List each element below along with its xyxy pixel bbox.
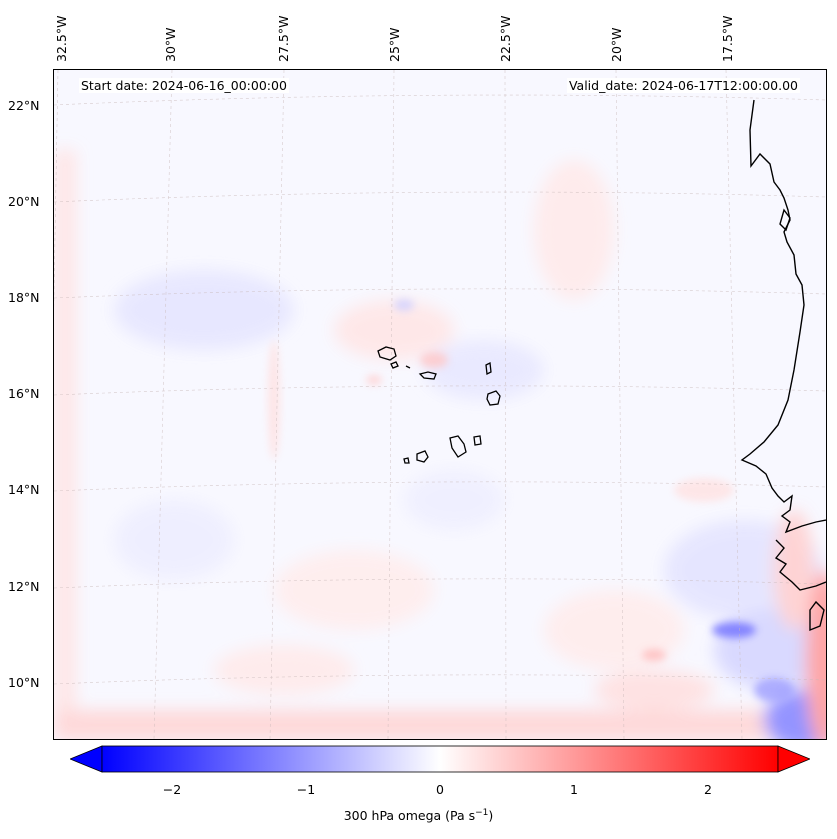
coastline-africa (740, 99, 826, 632)
map-panel (53, 69, 827, 740)
colorbar-label-exponent: −1 (475, 808, 489, 818)
lat-label-16n: 16°N (8, 386, 40, 401)
lon-label-20w: 20°W (609, 27, 624, 62)
colorbar-label: 300 hPa omega (Pa s−1) (0, 808, 837, 823)
colorbar-max-arrow (777, 745, 810, 773)
lat-label-22n: 22°N (8, 98, 40, 113)
islands-cape-verde (377, 346, 501, 464)
graticule (54, 70, 826, 739)
colorbar-min-arrow (70, 745, 103, 773)
colorbar-label-close: ) (488, 808, 494, 824)
lon-label-17.5w: 17.5°W (720, 15, 735, 62)
colorbar-gradient (101, 745, 779, 773)
omega-field-map (54, 70, 826, 739)
valid-date-text: Valid_date: 2024-06-17T12:00:00.00 (566, 78, 800, 93)
lon-label-27.5w: 27.5°W (276, 15, 291, 62)
lat-label-12n: 12°N (8, 579, 40, 594)
omega-field-details (268, 299, 794, 702)
colorbar-tick-neg1: −1 (296, 782, 316, 797)
colorbar-tick-0: 0 (436, 782, 444, 797)
lon-label-25w: 25°W (387, 27, 402, 62)
lat-label-14n: 14°N (8, 482, 40, 497)
colorbar-tick-neg2: −2 (162, 782, 182, 797)
colorbar (70, 745, 810, 773)
lon-label-32.5w: 32.5°W (54, 15, 69, 62)
start-date-text: Start date: 2024-06-16_00:00:00 (79, 78, 289, 93)
colorbar-label-text: 300 hPa omega (Pa s (343, 808, 476, 824)
colorbar-tick-2: 2 (704, 782, 712, 797)
lat-label-18n: 18°N (8, 290, 40, 305)
colorbar-tick-1: 1 (570, 782, 578, 797)
field-background (54, 70, 826, 739)
lat-label-20n: 20°N (8, 194, 40, 209)
lat-label-10n: 10°N (8, 675, 40, 690)
lon-label-30w: 30°W (163, 27, 178, 62)
lon-label-22.5w: 22.5°W (498, 15, 513, 62)
